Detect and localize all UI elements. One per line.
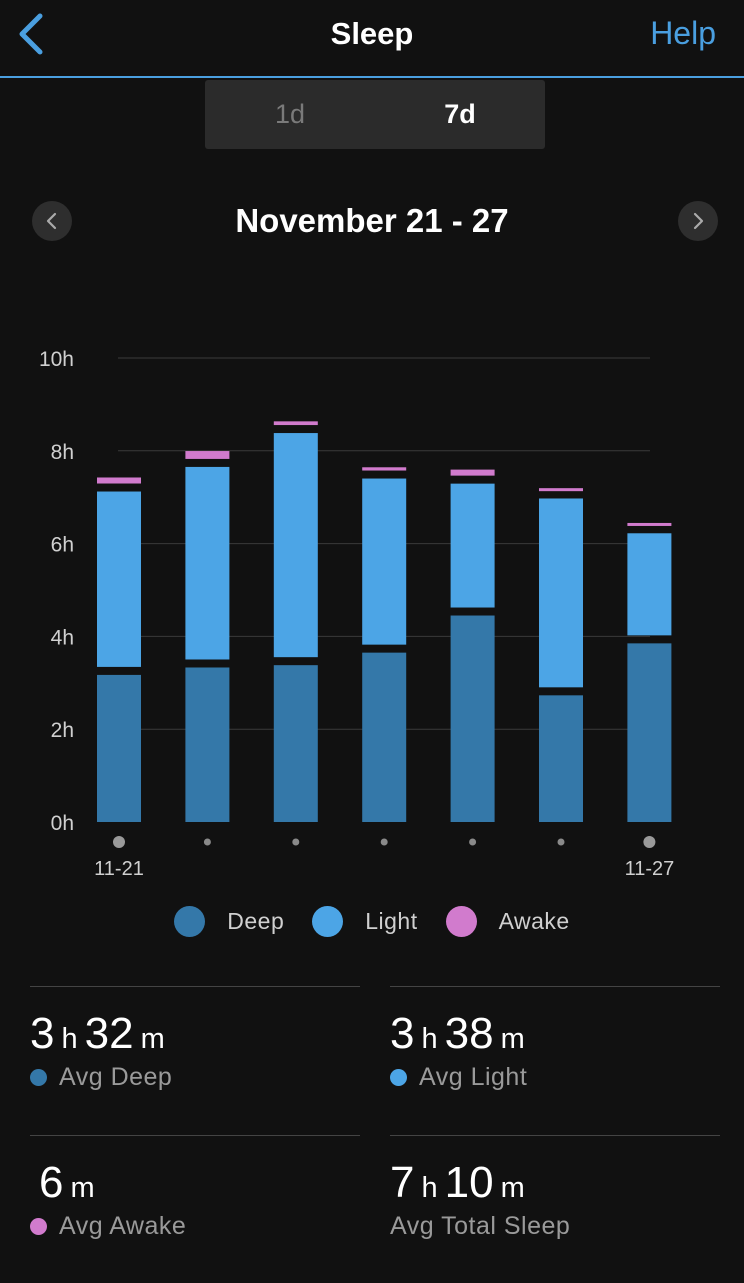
stat-label-row: Avg Light [390, 1063, 527, 1092]
legend-swatch-awake [445, 905, 477, 937]
y-tick-label: 8h [51, 441, 74, 464]
period-segmented-control: 1d 7d [205, 80, 545, 149]
value-number: 38 [444, 1009, 494, 1058]
chevron-left-icon [46, 212, 57, 230]
y-tick-label: 4h [51, 626, 74, 649]
x-tick-label: 11-21 [94, 858, 144, 880]
value-number: 6 [39, 1158, 64, 1207]
y-tick-label: 10h [39, 348, 74, 371]
previous-week-button[interactable] [32, 201, 72, 241]
deep-dot-icon [30, 1069, 47, 1086]
value-number: 7 [390, 1158, 415, 1207]
page-title: Sleep [330, 16, 414, 51]
bar-segment-deep [627, 643, 672, 822]
bar-segment-deep [97, 674, 141, 822]
bar-segment-light [185, 466, 230, 660]
x-axis-day-dot [643, 836, 656, 848]
value-number: 32 [84, 1009, 134, 1058]
stat-avg-total-sleep: 7 h 10 m Avg Total Sleep [390, 1135, 720, 1275]
legend-item-deep: Deep [174, 905, 285, 937]
bar-segment-deep [362, 652, 407, 822]
x-tick-label: 11-27 [625, 858, 675, 880]
x-axis-day-dot [203, 838, 211, 846]
stat-value: 7 h 10 m [390, 1158, 532, 1208]
chart-legend: Deep Light Awake [0, 903, 744, 939]
bar-segment-light [97, 491, 141, 667]
stat-value: 3 h 32 m [30, 1009, 172, 1059]
legend-label-light: Light [365, 907, 418, 934]
bar-segment-awake [627, 522, 672, 526]
bar-segment-light [362, 478, 407, 645]
legend-swatch-deep [174, 905, 206, 937]
value-unit: m [140, 1023, 165, 1055]
x-axis-day-dot [469, 838, 477, 846]
y-tick-label: 6h [51, 534, 74, 557]
legend-item-awake: Awake [445, 905, 570, 937]
value-unit: m [70, 1172, 95, 1204]
value-number: 3 [390, 1009, 415, 1058]
y-tick-label: 2h [51, 719, 74, 742]
light-dot-icon [390, 1069, 407, 1086]
value-unit: m [500, 1023, 525, 1055]
value-unit: h [421, 1023, 438, 1055]
bar-segment-light [539, 498, 583, 688]
bar-segment-awake [97, 477, 141, 484]
x-axis-day-dot [380, 838, 388, 846]
bar-segment-deep [450, 615, 495, 822]
bar-segment-light [450, 483, 495, 608]
stat-label-row: Avg Deep [30, 1063, 172, 1092]
stat-label: Avg Light [419, 1063, 528, 1091]
bar-segment-awake [450, 469, 495, 476]
bar-segment-awake [185, 451, 230, 459]
help-link[interactable]: Help [650, 15, 716, 51]
stat-avg-deep: 3 h 32 m Avg Deep [30, 986, 360, 1136]
legend-item-light: Light [312, 905, 418, 937]
value-unit: h [421, 1172, 438, 1204]
stat-label: Avg Total Sleep [390, 1212, 571, 1240]
bar-segment-light [627, 533, 672, 636]
segment-1d[interactable]: 1d [274, 99, 306, 129]
stat-avg-light: 3 h 38 m Avg Light [390, 986, 720, 1136]
legend-swatch-light [312, 905, 344, 937]
value-number: 10 [444, 1158, 494, 1207]
x-axis-day-dot [557, 838, 565, 846]
stat-label-row: Avg Awake [30, 1212, 186, 1241]
back-chevron-icon[interactable] [14, 10, 54, 60]
value-number: 3 [30, 1009, 55, 1058]
value-unit: h [61, 1023, 78, 1055]
bar-segment-deep [539, 695, 583, 822]
stat-label: Avg Awake [59, 1212, 187, 1240]
stat-label: Avg Deep [59, 1063, 173, 1091]
legend-label-deep: Deep [227, 907, 285, 934]
stat-label-row: Avg Total Sleep [390, 1212, 570, 1241]
bar-segment-deep [273, 665, 318, 822]
bar-segment-deep [185, 667, 230, 822]
nav-bar: Sleep Help [0, 0, 744, 78]
chevron-right-icon [693, 212, 704, 230]
bar-segment-awake [362, 467, 407, 471]
y-tick-label: 0h [51, 812, 74, 835]
segment-7d[interactable]: 7d [444, 99, 476, 129]
bar-segment-awake [539, 488, 583, 492]
next-week-button[interactable] [678, 201, 718, 241]
sleep-stacked-bar-chart: 0h 2h 4h 6h 8h 10h 11-21 11-27 [39, 348, 675, 880]
bar-segment-awake [273, 421, 318, 426]
date-range-title: November 21 - 27 [235, 202, 509, 239]
value-unit: m [500, 1172, 525, 1204]
bar-segment-light [273, 433, 318, 658]
awake-dot-icon [30, 1218, 47, 1235]
x-axis-day-dot [113, 836, 125, 848]
x-axis-day-dot [292, 838, 300, 846]
legend-label-awake: Awake [498, 907, 570, 934]
stat-value: 3 h 38 m [390, 1009, 532, 1059]
